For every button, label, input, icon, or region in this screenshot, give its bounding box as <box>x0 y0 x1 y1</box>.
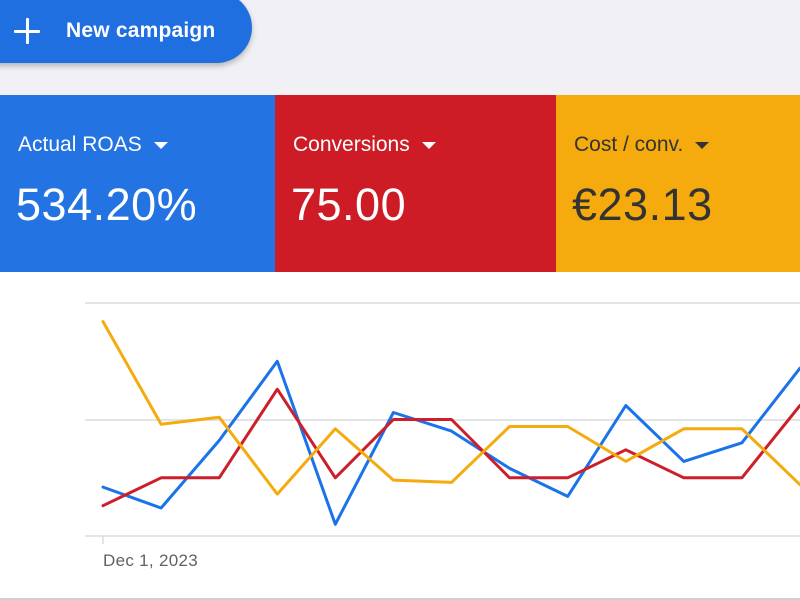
scorecard-actual-roas[interactable]: Actual ROAS 534.20% <box>0 95 275 272</box>
metric-name: Conversions <box>293 133 410 156</box>
x-tick-label: Dec 1, 2023 <box>103 551 198 570</box>
metric-selector[interactable]: Conversions <box>293 133 436 157</box>
metric-selector[interactable]: Cost / conv. <box>574 133 710 157</box>
new-campaign-label: New campaign <box>66 18 216 42</box>
metric-selector[interactable]: Actual ROAS <box>18 133 168 157</box>
scorecard-conversions[interactable]: Conversions 75.00 <box>275 95 556 272</box>
performance-chart: Dec 1, 2023 <box>0 272 800 598</box>
plus-icon <box>14 17 40 44</box>
series-line-2 <box>101 387 800 508</box>
caret-down-icon <box>153 141 168 149</box>
scorecards: Actual ROAS 534.20% Conversions 75.00 Co… <box>0 95 800 272</box>
panel-divider <box>0 598 800 600</box>
new-campaign-button[interactable]: New campaign <box>0 0 252 63</box>
caret-down-icon <box>695 141 710 149</box>
scorecard-cost-per-conv[interactable]: Cost / conv. €23.13 <box>556 95 800 272</box>
metric-value: €23.13 <box>572 179 713 230</box>
series-line-3 <box>101 320 800 496</box>
metric-name: Cost / conv. <box>574 133 684 156</box>
metric-name: Actual ROAS <box>18 133 142 156</box>
series-line-1 <box>101 359 800 526</box>
line-chart <box>85 302 800 544</box>
metric-value: 534.20% <box>16 179 198 230</box>
metric-value: 75.00 <box>291 179 407 230</box>
caret-down-icon <box>421 141 436 149</box>
